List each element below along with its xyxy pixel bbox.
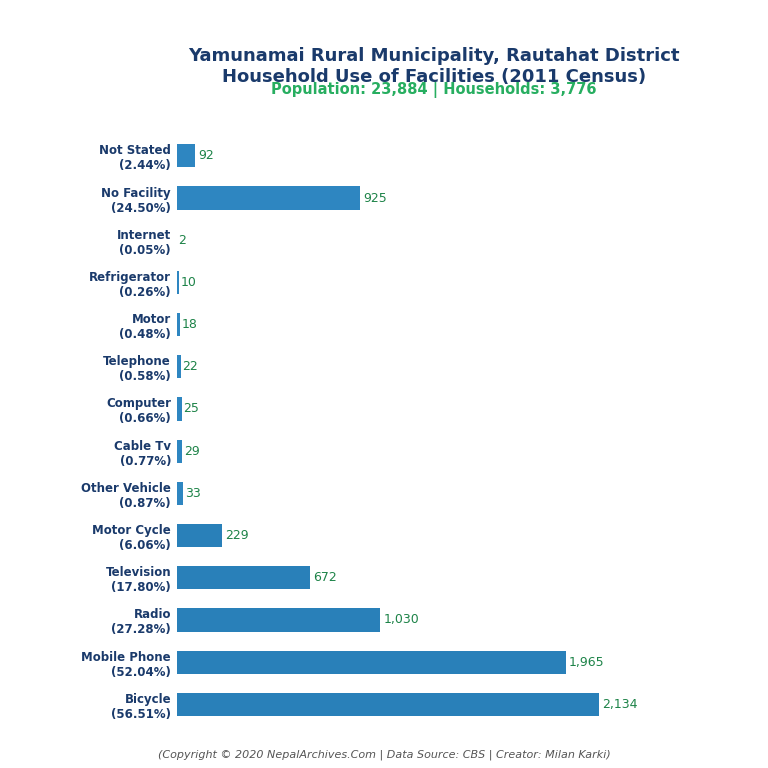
Text: 672: 672 (313, 571, 337, 584)
Bar (177, 524, 222, 547)
Text: 25: 25 (184, 402, 199, 415)
Bar (177, 144, 195, 167)
Text: Population: 23,884 | Households: 3,776: Population: 23,884 | Households: 3,776 (271, 81, 597, 98)
Text: 1,965: 1,965 (569, 656, 604, 669)
Text: 22: 22 (183, 360, 198, 373)
Text: 2: 2 (179, 233, 187, 247)
Bar (177, 566, 310, 589)
Bar (177, 439, 182, 463)
Text: 92: 92 (198, 149, 214, 162)
Text: 229: 229 (226, 529, 249, 542)
Bar (177, 313, 180, 336)
Bar (177, 693, 599, 716)
Bar (177, 271, 179, 294)
Bar (177, 397, 181, 421)
Text: 925: 925 (363, 191, 387, 204)
Bar (177, 482, 184, 505)
Text: (Copyright © 2020 NepalArchives.Com | Data Source: CBS | Creator: Milan Karki): (Copyright © 2020 NepalArchives.Com | Da… (157, 750, 611, 760)
Bar (177, 608, 380, 631)
Bar (177, 187, 359, 210)
Bar (177, 650, 565, 674)
Text: 2,134: 2,134 (603, 698, 638, 711)
Text: 33: 33 (185, 487, 200, 500)
Text: 18: 18 (182, 318, 197, 331)
Text: 1,030: 1,030 (384, 614, 420, 627)
Text: 29: 29 (184, 445, 200, 458)
Title: Yamunamai Rural Municipality, Rautahat District
Household Use of Facilities (201: Yamunamai Rural Municipality, Rautahat D… (188, 47, 680, 86)
Bar (177, 355, 181, 379)
Text: 10: 10 (180, 276, 196, 289)
